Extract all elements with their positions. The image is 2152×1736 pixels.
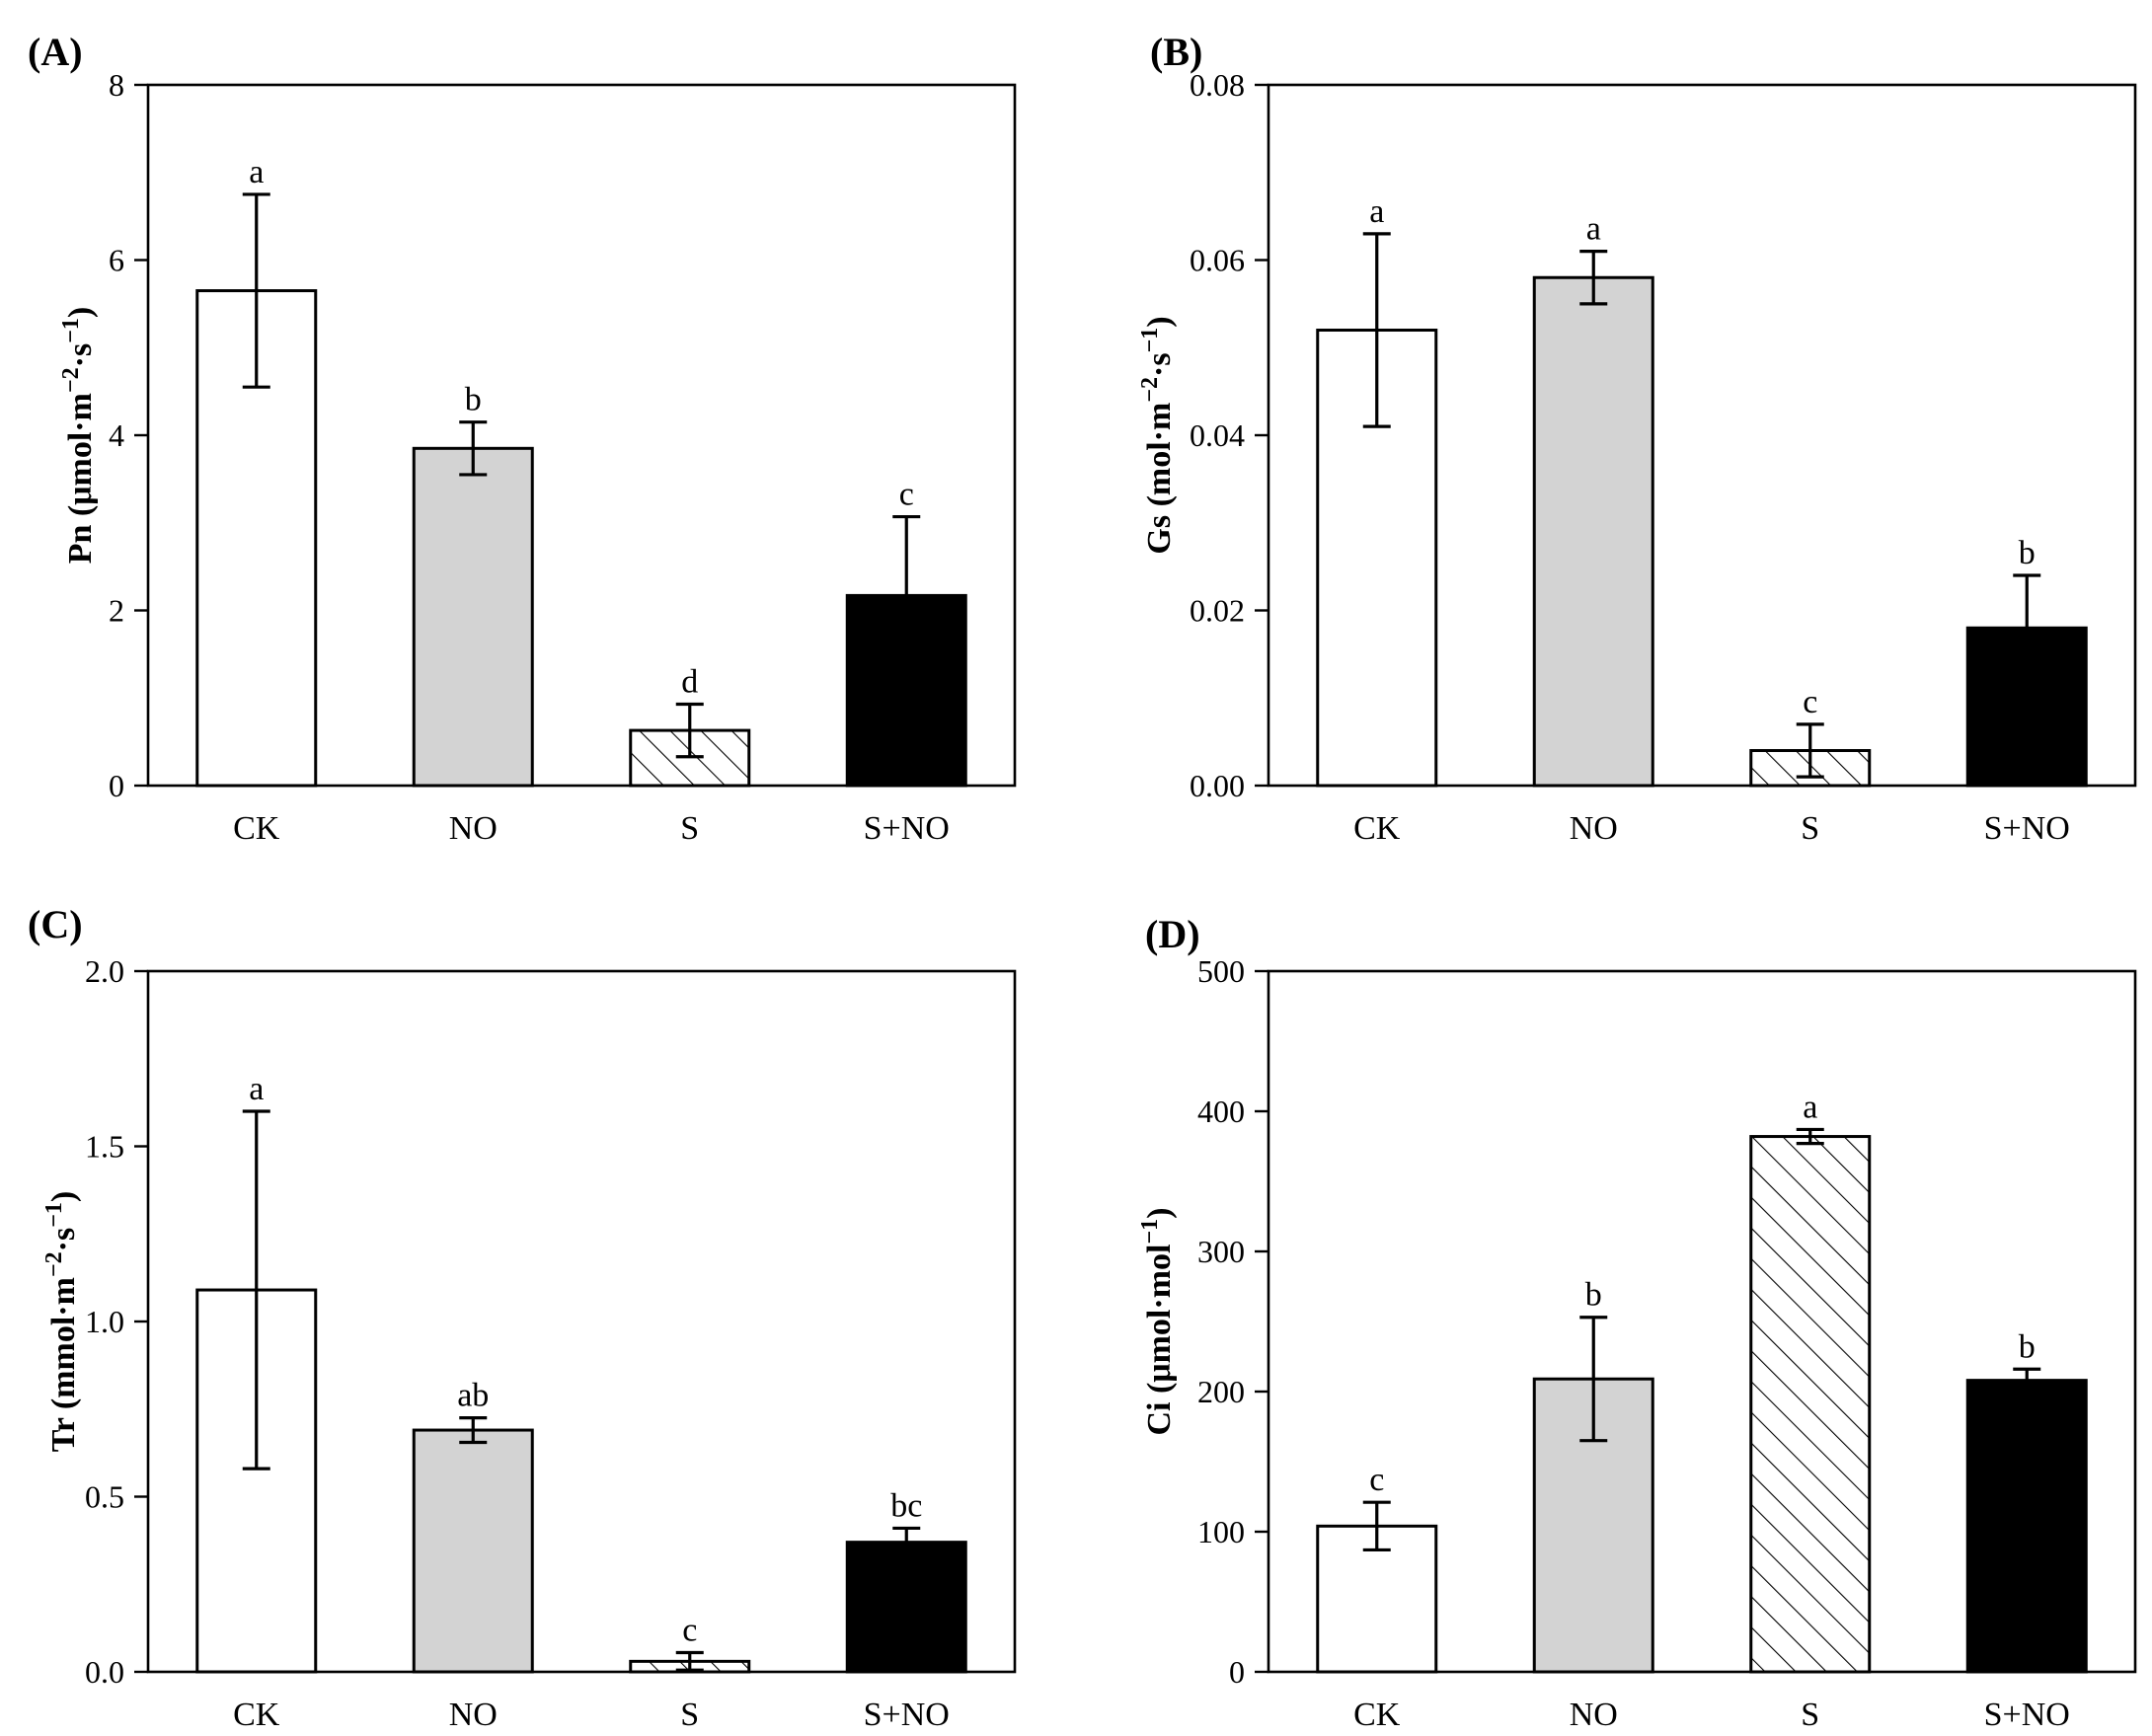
y-tick-label: 400 bbox=[1197, 1094, 1245, 1129]
x-tick-label: S+NO bbox=[1984, 1697, 2070, 1733]
y-axis-title: Gs (mol·m−2·s−1) bbox=[1137, 316, 1178, 554]
y-tick-label: 100 bbox=[1197, 1514, 1245, 1549]
chart-panel-3: (C) Tr (mmol·m−2·s−1) 0.0 0.5 1.0 1.5 2.0 a CK ab… bbox=[28, 902, 1017, 1733]
significance-label: d bbox=[681, 663, 698, 700]
plot-frame bbox=[146, 83, 1017, 788]
x-tick-label: S+NO bbox=[864, 810, 950, 847]
significance-label: a bbox=[1803, 1089, 1817, 1125]
significance-label: a bbox=[1586, 211, 1601, 248]
significance-label: ab bbox=[457, 1378, 489, 1414]
y-tick-label: 8 bbox=[109, 67, 124, 103]
significance-label: a bbox=[249, 1071, 264, 1107]
x-tick-label: S+NO bbox=[1984, 810, 2070, 847]
significance-label: c bbox=[1369, 1462, 1384, 1498]
plot-frame bbox=[146, 969, 1017, 1674]
y-tick-label: 200 bbox=[1197, 1374, 1245, 1409]
x-tick-label: CK bbox=[1353, 1697, 1401, 1733]
bar-s bbox=[1749, 1135, 1872, 1674]
y-axis-title: Pn (μmol·m−2·s−1) bbox=[58, 307, 99, 565]
y-tick-label: 0.5 bbox=[85, 1479, 124, 1515]
y-tick-label: 6 bbox=[109, 243, 124, 278]
y-tick-label: 0.08 bbox=[1190, 67, 1245, 103]
chart-panel-2: (B) Gs (mol·m−2·s−1) 0.00 0.02 0.04 0.06 0.08 a… bbox=[1137, 30, 2137, 847]
y-tick-label: 4 bbox=[109, 417, 124, 453]
x-tick-label: S bbox=[1801, 810, 1819, 847]
y-tick-label: 0 bbox=[1229, 1654, 1245, 1690]
plot-frame bbox=[1267, 83, 2137, 788]
y-tick-label: 0.04 bbox=[1190, 417, 1245, 453]
bar-s-plus-no bbox=[1965, 1379, 2088, 1674]
x-tick-label: S bbox=[680, 1697, 699, 1733]
x-tick-label: CK bbox=[1353, 810, 1401, 847]
y-tick-label: 1.0 bbox=[85, 1304, 124, 1339]
significance-label: b bbox=[465, 382, 482, 418]
significance-label: a bbox=[249, 154, 264, 190]
panel-label: (C) bbox=[28, 902, 83, 946]
significance-label: c bbox=[899, 477, 914, 513]
y-tick-label: 0.06 bbox=[1190, 243, 1245, 278]
bar-s-plus-no bbox=[845, 1541, 967, 1674]
y-tick-label: 500 bbox=[1197, 953, 1245, 989]
bar-no bbox=[1532, 275, 1654, 788]
y-tick-label: 300 bbox=[1197, 1234, 1245, 1269]
x-tick-label: NO bbox=[1570, 1697, 1618, 1733]
bar-no bbox=[412, 446, 534, 788]
significance-label: c bbox=[1803, 684, 1817, 720]
plot-frame bbox=[1267, 969, 2137, 1674]
y-tick-label: 0.02 bbox=[1190, 593, 1245, 629]
panel-label: (D) bbox=[1145, 912, 1200, 956]
x-tick-label: S+NO bbox=[864, 1697, 950, 1733]
significance-label: c bbox=[682, 1612, 697, 1648]
x-tick-label: S bbox=[1801, 1697, 1819, 1733]
significance-label: b bbox=[2019, 1328, 2036, 1365]
significance-label: b bbox=[1585, 1277, 1602, 1314]
y-tick-label: 0.00 bbox=[1190, 768, 1245, 803]
y-axis-title: Tr (mmol·m−2·s−1) bbox=[41, 1191, 82, 1453]
x-tick-label: CK bbox=[233, 1697, 280, 1733]
y-tick-label: 2 bbox=[109, 593, 124, 629]
significance-label: bc bbox=[890, 1487, 922, 1524]
panel-label: (B) bbox=[1150, 30, 1202, 74]
x-tick-label: CK bbox=[233, 810, 280, 847]
significance-label: b bbox=[2019, 535, 2036, 571]
y-axis-title: Ci (μmol·mol−1) bbox=[1137, 1208, 1178, 1436]
x-tick-label: NO bbox=[449, 810, 498, 847]
y-tick-label: 0 bbox=[109, 768, 124, 803]
panel-label: (A) bbox=[28, 30, 83, 74]
chart-panel-1: (A) Pn (μmol·m−2·s−1) 0 2 4 6 8 a CK b NO d Sc S+NO bbox=[28, 30, 1017, 847]
chart-panel-4: (D) Ci (μmol·mol−1) 0 100 200 300 400 500 c CK b NO… bbox=[1137, 912, 2137, 1733]
x-tick-label: NO bbox=[1570, 810, 1618, 847]
x-tick-label: S bbox=[680, 810, 699, 847]
bar-no bbox=[412, 1428, 534, 1674]
x-tick-label: NO bbox=[449, 1697, 498, 1733]
significance-label: a bbox=[1369, 193, 1384, 230]
y-tick-label: 0.0 bbox=[85, 1654, 124, 1690]
y-tick-label: 2.0 bbox=[85, 953, 124, 989]
y-tick-label: 1.5 bbox=[85, 1129, 124, 1165]
